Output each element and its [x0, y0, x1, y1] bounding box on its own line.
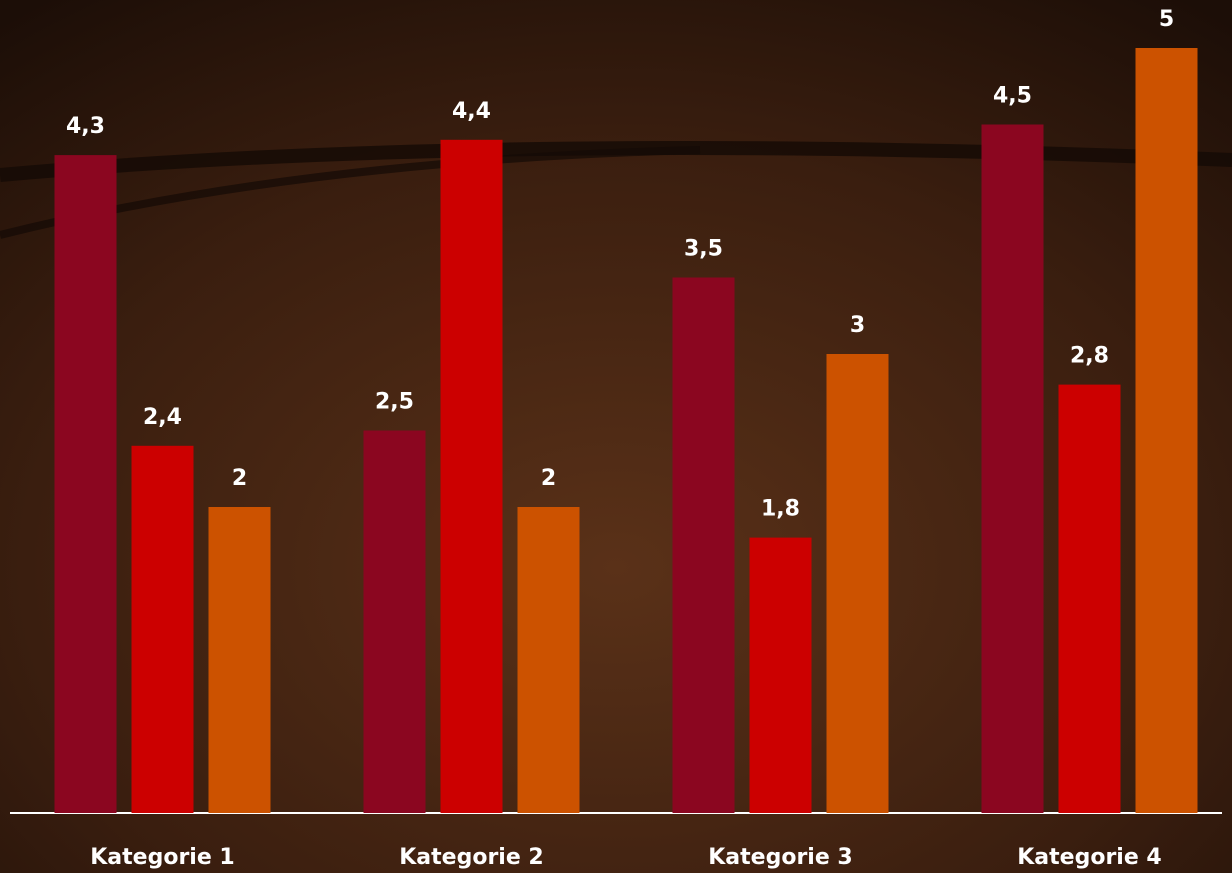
- value-label: 2,5: [375, 390, 414, 415]
- value-label: 4,3: [66, 114, 105, 139]
- bar: [209, 507, 271, 813]
- bar: [1136, 48, 1198, 813]
- value-label: 5: [1159, 7, 1174, 32]
- bar: [441, 140, 503, 813]
- x-tick-label: Kategorie 4: [1017, 845, 1161, 870]
- bar: [827, 354, 889, 813]
- value-label: 2,4: [143, 405, 182, 430]
- bar: [364, 431, 426, 814]
- value-label: 2: [541, 466, 556, 491]
- value-label: 4,4: [452, 99, 491, 124]
- bar: [518, 507, 580, 813]
- value-label: 2,8: [1070, 344, 1109, 369]
- bar: [55, 155, 117, 813]
- chart: Kategorie 1 4,3 2,4 2 Kategorie 2 2,5 4,4 2 Kate…: [0, 0, 1232, 873]
- bar: [132, 446, 194, 813]
- bar: [982, 125, 1044, 814]
- value-label: 1,8: [761, 497, 800, 522]
- value-label: 2: [232, 466, 247, 491]
- x-tick-label: Kategorie 2: [399, 845, 543, 870]
- bar: [1059, 385, 1121, 813]
- x-tick-label: Kategorie 3: [708, 845, 852, 870]
- value-label: 3: [850, 313, 865, 338]
- page: Kategorie 1 4,3 2,4 2 Kategorie 2 2,5 4,4 2 Kate…: [0, 0, 1232, 873]
- bar: [750, 538, 812, 813]
- x-tick-label: Kategorie 1: [90, 845, 234, 870]
- value-label: 3,5: [684, 237, 723, 262]
- bar: [673, 278, 735, 814]
- value-label: 4,5: [993, 84, 1032, 109]
